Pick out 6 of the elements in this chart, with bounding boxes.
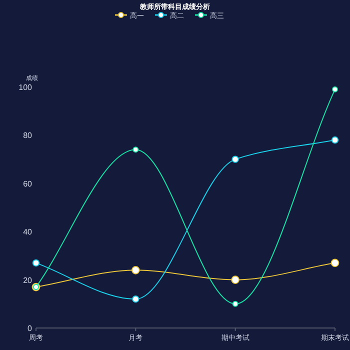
y-tick-label: 80 bbox=[23, 131, 33, 140]
y-tick-label: 0 bbox=[28, 324, 33, 333]
y-tick-label: 20 bbox=[23, 276, 33, 285]
y-tick-label: 60 bbox=[23, 179, 33, 188]
y-tick-label: 40 bbox=[23, 228, 33, 237]
y-tick-label: 100 bbox=[18, 83, 33, 92]
